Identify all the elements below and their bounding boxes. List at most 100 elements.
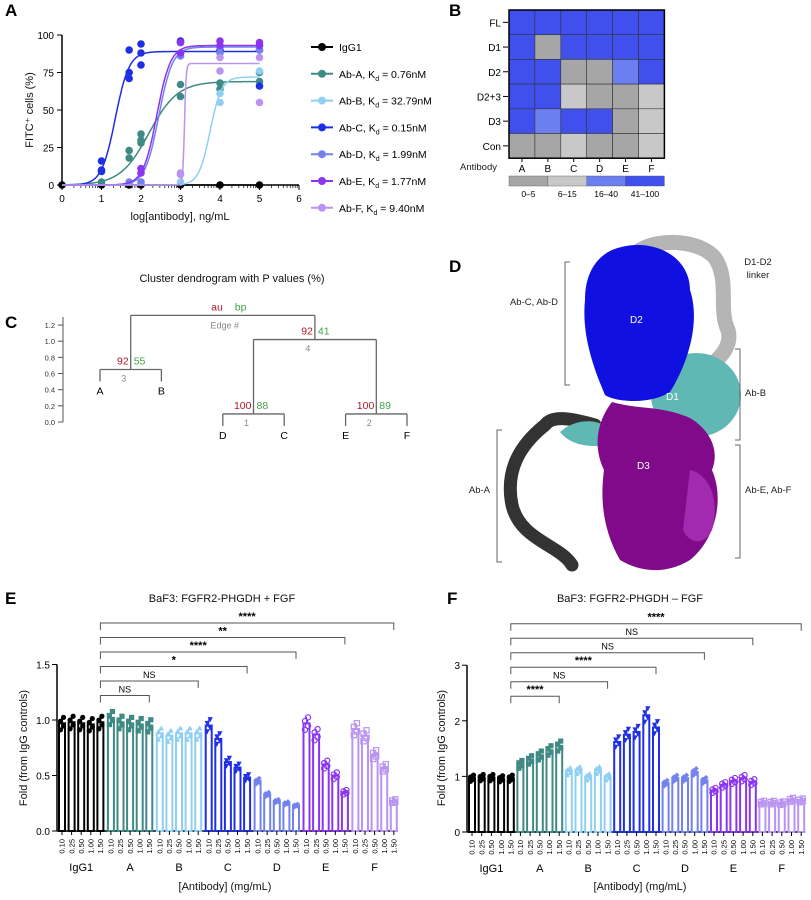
edge-number: 4 <box>305 344 310 354</box>
group-label-f: F <box>778 863 785 875</box>
data-point <box>709 789 716 797</box>
data-point <box>86 728 92 734</box>
dendrogram-leaf-label: A <box>96 385 103 397</box>
x-tick-label: 0.50 <box>224 839 233 854</box>
panel-e-x-axis-label: [Antibody] (mg/mL) <box>179 881 272 893</box>
legend-label-ab-b: Ab-B, Kd = 32.79nM <box>339 96 432 110</box>
data-point <box>116 726 122 732</box>
data-point <box>187 725 193 731</box>
data-point <box>177 725 184 731</box>
epitope-label-ab-e-f: Ab-E, Ab-F <box>745 485 792 496</box>
group-label-c: C <box>633 863 641 875</box>
data-point <box>712 784 719 792</box>
x-tick-label: 0.50 <box>584 840 593 855</box>
data-point <box>535 751 541 757</box>
x-tick-label: 0.10 <box>661 840 670 855</box>
data-point-ab-f <box>255 98 264 107</box>
data-point <box>722 778 729 786</box>
data-point <box>625 734 631 740</box>
panel-label-e: E <box>5 589 16 608</box>
linker-label-line1: D1-D2 <box>744 257 771 268</box>
bar-d-0.10 <box>253 780 262 832</box>
data-point <box>535 757 541 763</box>
heatmap-cell-FL-E <box>612 9 639 36</box>
data-point <box>96 726 102 732</box>
x-tick-label: 1.50 <box>243 839 252 854</box>
data-point-ab-a <box>125 146 133 155</box>
domain-label-d3: D3 <box>637 461 650 472</box>
domain-label-d2: D2 <box>630 315 643 326</box>
data-point <box>256 779 262 785</box>
x-tick-label: 1.50 <box>145 839 154 854</box>
panel-label-a: A <box>5 1 17 20</box>
dendrogram-y-tick-label: 0.2 <box>45 402 55 411</box>
heatmap-cell-D2-D <box>586 59 613 85</box>
data-point <box>187 733 193 739</box>
bar-c-1.00 <box>642 714 651 833</box>
data-point <box>67 717 73 723</box>
data-point <box>204 729 210 735</box>
data-point <box>333 769 340 776</box>
dendrogram-y-tick-label: 0.4 <box>45 386 55 395</box>
data-point <box>119 713 125 719</box>
x-tick-label: 1.00 <box>690 840 699 855</box>
data-point <box>246 776 252 782</box>
data-point-ab-f <box>216 67 224 75</box>
legend-marker-ab-e <box>318 177 326 185</box>
colorbar-segment <box>625 175 665 187</box>
heatmap-cell-D1-E <box>612 34 639 60</box>
data-point <box>751 776 758 783</box>
data-point <box>165 731 171 737</box>
heatmap-cell-D2-B <box>534 59 562 85</box>
x-tick-label: 0.50 <box>729 840 738 855</box>
d3-light-lobe <box>683 470 715 542</box>
x-tick-label: 1.50 <box>194 839 203 854</box>
x-tick-label: 0.50 <box>77 839 86 854</box>
legend-label-ab-e: Ab-E, Kd = 1.77nM <box>339 176 426 190</box>
data-point <box>129 723 135 729</box>
panel-a-binding-curves: log[antibody], ng/mL FITC⁺ cells (%) 0 1 2… <box>24 31 432 223</box>
bar-b-0.25 <box>165 734 174 832</box>
data-point <box>256 775 262 781</box>
data-point <box>516 760 522 766</box>
heatmap-cell-D2-F <box>638 59 665 85</box>
x-tick-label: 0.50 <box>778 840 787 855</box>
significance-label-e: NS <box>626 627 639 637</box>
x-tick-label: 1.50 <box>555 840 564 855</box>
panel-e-title: BaF3: FGFR2-PHGDH + FGF <box>149 593 296 605</box>
group-label-f: F <box>371 862 378 874</box>
data-point <box>263 793 269 800</box>
x-tick-label: 0.50 <box>632 840 641 855</box>
bp-value: 55 <box>134 355 146 367</box>
significance-label-c: **** <box>575 655 593 667</box>
x-tick-label: 0.50 <box>681 840 690 855</box>
panel-a-y-tick-label: 75 <box>43 69 55 80</box>
significance-label-f: **** <box>647 612 665 624</box>
data-point <box>693 770 699 777</box>
data-point <box>168 727 174 733</box>
data-point <box>57 727 64 733</box>
significance-bracket-d <box>510 652 705 660</box>
panel-a-y-tick-label: 100 <box>37 31 54 42</box>
bar-b-1.50 <box>194 732 203 833</box>
heatmap-cell-FL-C <box>560 9 587 36</box>
bar-b-1.00 <box>184 732 193 833</box>
significance-bracket-e <box>510 637 754 646</box>
data-point-ab-c <box>137 40 145 48</box>
bar-igg1-0.50 <box>77 722 86 833</box>
legend-marker-ab-a <box>318 69 326 78</box>
data-point <box>642 719 648 725</box>
x-tick-label: 0.25 <box>623 840 632 855</box>
significance-label-c: * <box>172 655 177 667</box>
dendrogram-y-tick-label: 1.2 <box>45 321 55 330</box>
data-point <box>548 749 554 755</box>
data-point <box>236 766 242 772</box>
data-point-igg1 <box>216 181 224 189</box>
heatmap-col-label: F <box>648 164 654 175</box>
heatmap-cell-D2-C <box>560 59 587 85</box>
au-value: 100 <box>234 400 252 412</box>
data-point-ab-b <box>255 67 264 75</box>
significance-label-b: NS <box>553 671 566 681</box>
data-point <box>246 772 252 778</box>
significance-bracket-c <box>99 666 248 674</box>
